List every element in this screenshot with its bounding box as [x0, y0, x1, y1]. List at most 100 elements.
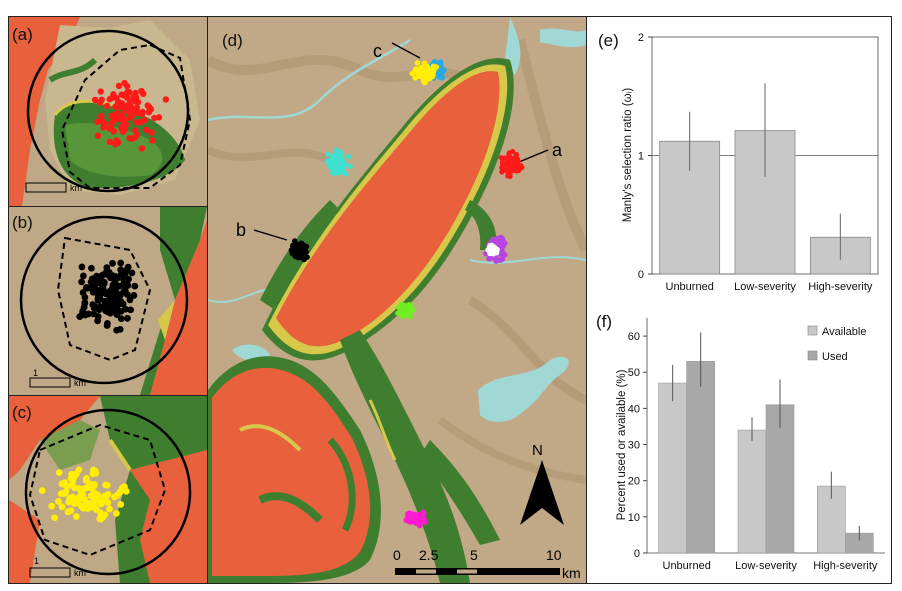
gps-point — [400, 307, 406, 313]
gps-point — [141, 116, 149, 124]
panel-label-f: (f) — [596, 312, 612, 331]
panel-label-e: (e) — [598, 31, 619, 50]
gps-point — [510, 161, 516, 167]
gps-point — [112, 284, 120, 292]
gps-point — [420, 511, 426, 518]
gps-point — [117, 259, 125, 267]
gps-point — [518, 163, 524, 169]
gps-point — [503, 162, 509, 168]
site-label-a: a — [552, 140, 563, 160]
gps-point — [405, 311, 411, 317]
gps-point — [290, 247, 296, 253]
gps-point — [499, 248, 505, 254]
gps-point — [403, 517, 410, 523]
gps-point — [117, 291, 124, 299]
gps-point — [103, 322, 111, 329]
gps-point — [328, 161, 334, 167]
legend-swatch — [807, 350, 818, 361]
gps-point — [48, 502, 56, 510]
bar-used — [686, 361, 715, 554]
y-tick-label: 40 — [628, 403, 640, 415]
y-axis-label-f: Percent used or available (%) — [616, 369, 628, 520]
gps-point — [124, 83, 131, 90]
gps-point — [499, 236, 505, 242]
home-range-polygon — [60, 43, 192, 189]
gps-point — [117, 315, 125, 323]
gps-point — [74, 498, 82, 506]
gps-point — [89, 466, 97, 474]
scale-tick-5: 5 — [470, 547, 478, 563]
gps-point — [331, 157, 337, 163]
gps-point — [105, 302, 113, 310]
gps-points-a — [91, 79, 170, 152]
gps-point — [122, 305, 129, 313]
x-tick-label: High-severity — [808, 281, 873, 293]
gps-point — [101, 297, 109, 305]
gps-point — [338, 157, 345, 163]
study-area-map — [208, 17, 586, 583]
scale-one-b: 1 — [33, 368, 38, 378]
gps-point — [300, 241, 306, 248]
gps-point — [86, 480, 94, 488]
gps-point — [55, 497, 62, 505]
map-scale-bar — [395, 568, 560, 575]
gps-point — [121, 483, 128, 491]
y-tick-label: 2 — [638, 32, 644, 44]
gps-point — [94, 295, 102, 303]
gps-point — [121, 127, 128, 134]
y-tick-label: 30 — [628, 440, 640, 452]
gps-point — [117, 500, 125, 508]
gps-point — [408, 510, 414, 517]
gps-point — [130, 93, 137, 101]
buffer-circle — [19, 215, 189, 385]
gps-point — [142, 126, 150, 133]
gps-point — [131, 282, 139, 290]
x-tick-label: Low-severity — [735, 560, 797, 572]
bar-used — [765, 404, 795, 554]
gps-point — [114, 139, 122, 146]
y-tick-label: 1 — [638, 151, 644, 163]
gps-point — [112, 273, 120, 281]
scale-unit-km: km — [562, 565, 581, 581]
legend-label: Available — [822, 326, 866, 338]
scale-unit-a: km — [70, 183, 82, 193]
gps-point — [514, 157, 521, 163]
x-tick-label: High-severity — [813, 560, 878, 572]
selection-ratio-chart: (e) Manly's selection ratio (ωᵢ) 0 1 2 Unbu… — [598, 31, 879, 293]
gps-point — [118, 113, 126, 120]
gps-point — [106, 505, 113, 513]
gps-point — [98, 96, 105, 104]
gps-point — [64, 508, 72, 516]
gps-point — [499, 169, 505, 175]
panel-label-b: (b) — [12, 213, 33, 232]
gps-point — [91, 96, 99, 104]
gps-point — [109, 259, 116, 267]
gps-point — [100, 280, 108, 288]
gps-point — [114, 307, 122, 315]
scale-one-c: 1 — [34, 556, 39, 566]
percent-used-available-chart: (f) Percent used or available (%) 0 10 20 3… — [596, 312, 885, 572]
gps-point — [80, 272, 87, 280]
gps-point — [94, 118, 101, 125]
scale-bar — [25, 182, 67, 193]
gps-point — [109, 94, 116, 101]
gps-point — [100, 124, 107, 131]
gps-point — [127, 306, 135, 314]
x-tick-label: Low-severity — [734, 281, 796, 293]
buffer-circle — [24, 408, 192, 576]
gps-point — [510, 148, 516, 155]
gps-point — [509, 156, 515, 163]
scale-tick-10: 10 — [546, 547, 562, 563]
y-tick-label: 0 — [638, 269, 644, 281]
gps-point — [133, 119, 140, 126]
gps-point — [116, 326, 124, 333]
gps-point — [88, 282, 96, 290]
north-arrow-icon — [520, 460, 564, 525]
gps-point — [55, 469, 63, 476]
gps-point — [51, 514, 58, 522]
gps-point — [133, 131, 140, 139]
gps-point — [120, 92, 127, 99]
gps-point — [138, 145, 146, 152]
gps-point — [102, 495, 109, 502]
